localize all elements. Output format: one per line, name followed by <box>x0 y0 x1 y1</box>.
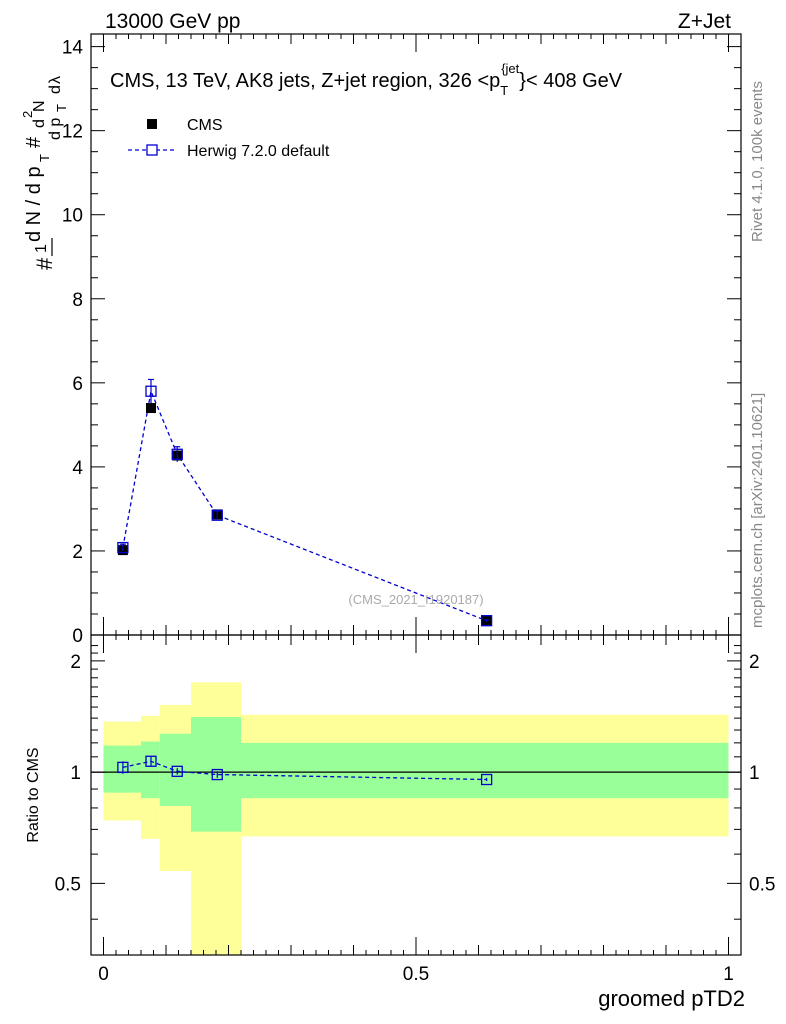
svg-text:d p: d p <box>47 118 64 140</box>
svg-text:T: T <box>54 104 69 112</box>
ratio-plot: 0 0.5 1 0.5 0.5 1 1 2 2 <box>55 634 775 985</box>
x-tick-label: 0 <box>98 964 109 985</box>
ratio-band-green <box>103 745 141 793</box>
header-left: 13000 GeV pp <box>105 10 240 33</box>
svg-text:T: T <box>37 154 52 162</box>
svg-text:2: 2 <box>20 111 35 118</box>
ratio-band-green <box>241 742 729 799</box>
herwig-point <box>171 448 183 460</box>
ratio-point <box>117 761 129 774</box>
header-right: Z+Jet <box>678 10 731 33</box>
herwig-point <box>117 541 129 554</box>
y-tick-label: 14 <box>62 38 84 59</box>
svg-text:#: # <box>32 257 57 270</box>
legend: CMS Herwig 7.2.0 default <box>128 117 330 160</box>
ratio-y-tick-label-right: 0.5 <box>749 874 775 895</box>
svg-text:N: N <box>31 100 48 112</box>
ratio-point <box>480 773 493 786</box>
svg-text:d: d <box>31 119 48 128</box>
cms-point <box>146 403 156 414</box>
ratio-band-green <box>159 733 191 806</box>
y-tick-label: 4 <box>72 458 83 479</box>
y-tick-label: 0 <box>72 626 83 647</box>
x-axis-label: groomed pTD2 <box>598 986 745 1011</box>
side-rivet-label: Rivet 4.1.0, 100k events <box>749 81 766 242</box>
ratio-y-tick-label-right: 2 <box>749 652 760 673</box>
legend-herwig-marker <box>146 144 158 156</box>
legend-cms-marker <box>147 119 157 129</box>
herwig-point <box>480 615 493 627</box>
ratio-y-label: Ratio to CMS <box>25 747 42 842</box>
x-tick-label: 1 <box>723 964 734 985</box>
ratio-y-tick-label: 0.5 <box>55 874 81 895</box>
legend-herwig-label: Herwig 7.2.0 default <box>187 143 330 160</box>
main-plot-title: CMS, 13 TeV, AK8 jets, Z+jet region, 326… <box>110 61 623 98</box>
svg-text:λ: λ <box>47 76 64 84</box>
y-tick-label: 8 <box>72 290 83 311</box>
ratio-band-green <box>141 741 160 799</box>
main-y-label: # 1 d N / d p T # d 2 N d p T d λ <box>20 76 69 270</box>
herwig-line <box>122 388 487 622</box>
ratio-point <box>145 755 157 767</box>
x-tick-label: 0.5 <box>403 964 429 985</box>
ratio-point <box>171 765 183 777</box>
side-mcplots-label: mcplots.cern.ch [arXiv:2401.10621] <box>749 393 766 628</box>
y-tick-label: 10 <box>62 206 83 227</box>
ratio-point <box>211 768 223 781</box>
herwig-point <box>211 509 223 521</box>
ratio-y-tick-label-right: 1 <box>749 763 760 784</box>
herwig-point <box>145 385 157 397</box>
legend-cms-label: CMS <box>187 117 223 134</box>
svg-text:1: 1 <box>33 244 50 253</box>
watermark: (CMS_2021_I1920187) <box>348 592 483 607</box>
y-tick-label: 6 <box>72 374 83 395</box>
svg-text:d: d <box>47 85 64 94</box>
ratio-y-tick-label: 2 <box>70 652 81 673</box>
main-plot: 0 2 4 6 8 10 12 14 CMS, 13 TeV, AK8 jets, Z+jet… <box>62 33 742 647</box>
y-tick-label: 2 <box>72 542 83 563</box>
svg-text:d N / d p: d N / d p <box>23 166 45 242</box>
y-tick-label: 12 <box>62 122 83 143</box>
ratio-y-tick-label: 1 <box>70 763 81 784</box>
svg-text:#: # <box>23 136 45 148</box>
